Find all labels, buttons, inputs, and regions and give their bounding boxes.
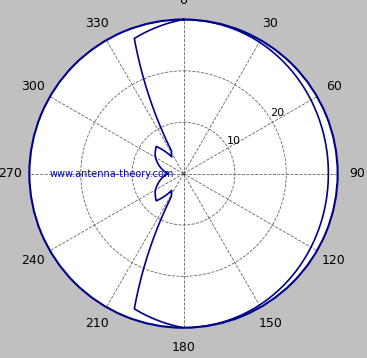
Text: www.antenna-theory.com: www.antenna-theory.com — [50, 169, 174, 179]
